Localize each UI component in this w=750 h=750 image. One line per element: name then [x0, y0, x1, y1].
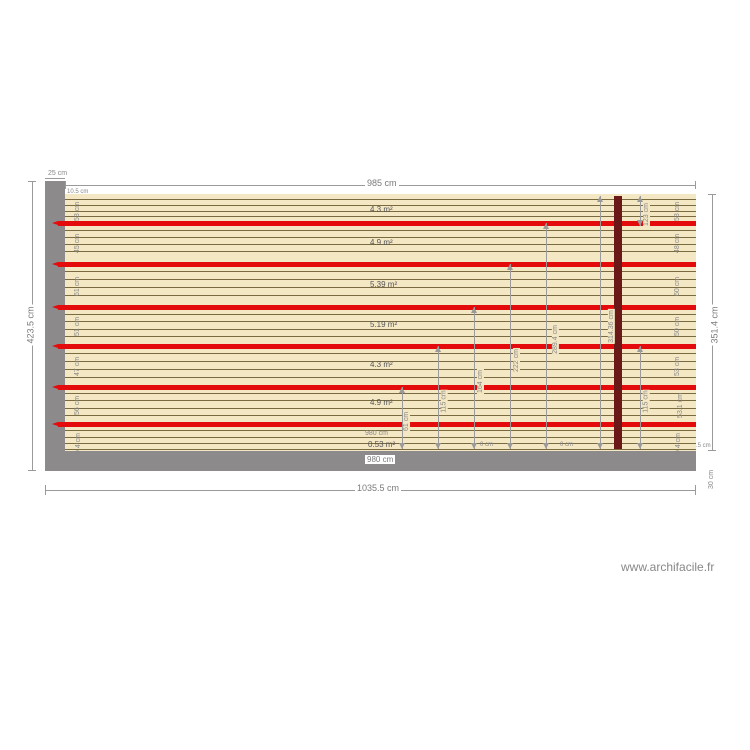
left-seg-label: 61 cm [74, 277, 81, 296]
dim-cap [28, 181, 36, 182]
left-seg-label: 45 cm [74, 234, 81, 253]
thin-line [65, 353, 696, 354]
inner-arrow-label: 289.4 cm [552, 324, 559, 355]
area-label: 4.3 m² [370, 205, 393, 214]
dim-bottom-room-label: 980 cm [365, 430, 388, 437]
dim-cap [28, 470, 36, 471]
wall-left [45, 188, 65, 471]
arrow-head-icon [399, 443, 405, 449]
inner-arrow-line [546, 223, 547, 449]
dim-cap [708, 450, 716, 451]
arrow-head-icon [597, 443, 603, 449]
thin-line [65, 336, 696, 337]
area-label: 0.53 m² [368, 440, 395, 449]
arrow-head-icon [471, 443, 477, 449]
right-seg-label: 53 cm [674, 357, 681, 376]
right-seg-label: 60 cm [674, 277, 681, 296]
dim-right-corner: .5 cm [696, 443, 711, 449]
right-seg-label: 53.1 cm [677, 393, 684, 418]
drawing-canvas: 4.3 m² 4.9 m² 5.39 m² 5.19 m² 4.3 m² 4.9 m² 0.… [0, 0, 750, 750]
inner-arrow-label: 115 cm [441, 389, 448, 413]
inner-arrow-label: 222 cm [513, 348, 520, 373]
thin-line [65, 437, 696, 438]
watermark-text: www.archifacile.fr [621, 560, 714, 574]
red-band-tip [52, 344, 58, 348]
thin-line [65, 415, 696, 416]
wall-left-head [45, 181, 65, 188]
thin-line [65, 295, 696, 296]
area-label: 4.3 m² [370, 360, 393, 369]
dim-cap [695, 181, 696, 189]
thin-line [65, 230, 696, 231]
thin-line [65, 216, 696, 217]
red-band-tip [52, 385, 58, 389]
inner-arrow-line [510, 264, 511, 449]
area-label: 5.39 m² [370, 280, 397, 289]
dim-cap [65, 181, 66, 189]
dim-cap [708, 194, 716, 195]
thin-line [65, 314, 696, 315]
arrow-head-icon [597, 196, 603, 202]
inner-arrow-label: 314.36 cm [608, 309, 615, 344]
dim-left-top-seg: 25 cm [48, 170, 67, 177]
inner-arrow-label: 61 cm [403, 411, 410, 432]
red-band-tip [52, 221, 58, 225]
arrow-head-icon [507, 264, 513, 270]
right-seg-label: 53 cm [674, 202, 681, 221]
thin-line [65, 408, 696, 409]
area-label: 4.9 m² [370, 398, 393, 407]
thin-line [65, 271, 696, 272]
red-band-tip [52, 305, 58, 309]
tiny-label: 0 cm [480, 442, 493, 448]
dim-left-outer-label: 423.5 cm [26, 304, 36, 345]
inner-arrow-line [600, 196, 601, 449]
inner-arrow-line [438, 346, 439, 449]
dim-right-outer-label: 351.4 cm [710, 304, 720, 345]
inner-arrow-label: 115 cm [643, 389, 650, 413]
dim-bottom-outer-label: 1035.5 cm [355, 483, 401, 493]
inner-arrow-line [640, 346, 641, 449]
inner-arrow-label: 123 cm [643, 202, 650, 227]
arrow-head-icon [507, 443, 513, 449]
thin-line [65, 369, 696, 370]
thin-line [65, 393, 696, 394]
left-seg-label: 51 cm [74, 317, 81, 336]
arrow-head-icon [435, 346, 441, 352]
arrow-head-icon [435, 443, 441, 449]
arrow-head-icon [471, 307, 477, 313]
thin-line [65, 329, 696, 330]
inner-arrow-line [474, 307, 475, 449]
arrow-head-icon [637, 443, 643, 449]
right-seg-label: 50 cm [674, 317, 681, 336]
dim-right-bottom-seg: 30 cm [708, 470, 715, 489]
area-label: 4.9 m² [370, 238, 393, 247]
dim-cap [695, 485, 696, 495]
left-seg-label: 9.4 cm [75, 433, 82, 454]
right-seg-label: 9.4 cm [675, 433, 682, 454]
inner-arrow-label: 164 cm [477, 369, 484, 394]
dim-bottom-inner-label: 980 cm [365, 455, 395, 464]
area-label: 5.19 m² [370, 320, 397, 329]
thin-line [65, 449, 696, 450]
tiny-label: 0 cm [560, 442, 573, 448]
dim-top-label: 985 cm [365, 178, 399, 188]
red-band-tip [52, 422, 58, 426]
thin-line [65, 377, 696, 378]
left-seg-label: 47 cm [74, 357, 81, 376]
arrow-head-icon [543, 223, 549, 229]
dim-left-head-seg: 10.5 cm [67, 189, 88, 195]
left-seg-label: 56 cm [74, 396, 81, 415]
left-seg-label: 53 cm [74, 202, 81, 221]
dim-cap [45, 485, 46, 495]
dim-left-top-seg-line [45, 178, 65, 179]
thin-line [65, 251, 696, 252]
red-band-tip [52, 262, 58, 266]
vertical-post [614, 196, 622, 449]
arrow-head-icon [543, 443, 549, 449]
arrow-head-icon [399, 387, 405, 393]
right-seg-label: 48 cm [674, 234, 681, 253]
arrow-head-icon [637, 346, 643, 352]
